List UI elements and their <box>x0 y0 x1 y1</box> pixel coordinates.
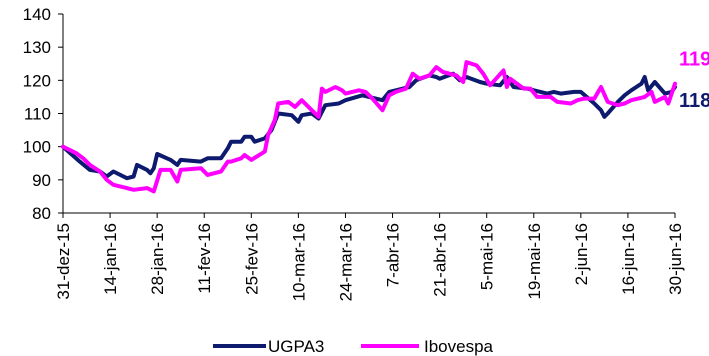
x-tick-label: 16-jun-16 <box>619 223 638 295</box>
end-label-ugpa3: 118 <box>679 90 709 112</box>
x-tick-label: 2-jun-16 <box>572 223 591 285</box>
y-axis-ticks: 80 90 100 110 120 130 140 <box>23 5 63 223</box>
y-tick-label: 80 <box>32 204 51 223</box>
x-tick-label: 7-abr-16 <box>384 223 403 287</box>
y-tick-label: 90 <box>32 171 51 190</box>
series-lines <box>61 60 677 194</box>
x-axis-ticks: 31-dez-15 14-jan-16 28-jan-16 11-fev-16 25-f… <box>54 213 685 301</box>
legend: UGPA3 Ibovespa <box>213 337 494 356</box>
end-labels: 118 119 <box>679 49 709 112</box>
y-tick-label: 110 <box>24 105 51 124</box>
series-line-ugpa3 <box>61 71 677 181</box>
y-tick-label: 130 <box>23 38 51 57</box>
x-tick-label: 31-dez-15 <box>54 223 73 300</box>
x-tick-label: 24-mar-16 <box>336 223 355 301</box>
x-tick-label: 19-mai-16 <box>525 223 544 300</box>
x-tick-label: 21-abr-16 <box>431 223 450 297</box>
x-tick-label: 11-fev-16 <box>195 223 214 294</box>
end-label-ibovespa: 119 <box>679 49 709 71</box>
series-line-ibovespa <box>61 60 677 194</box>
x-tick-label: 14-jan-16 <box>101 223 120 295</box>
legend-label-ugpa3: UGPA3 <box>268 337 324 356</box>
x-tick-label: 25-fev-16 <box>242 223 261 295</box>
x-tick-label: 5-mai-16 <box>478 223 497 290</box>
x-tick-label: 30-jun-16 <box>666 223 685 295</box>
y-tick-label: 120 <box>23 71 51 90</box>
x-tick-label: 10-mar-16 <box>289 223 308 301</box>
y-tick-label: 140 <box>23 5 51 24</box>
legend-label-ibovespa: Ibovespa <box>424 337 494 356</box>
y-tick-label: 100 <box>23 138 51 157</box>
x-tick-label: 28-jan-16 <box>148 223 167 295</box>
